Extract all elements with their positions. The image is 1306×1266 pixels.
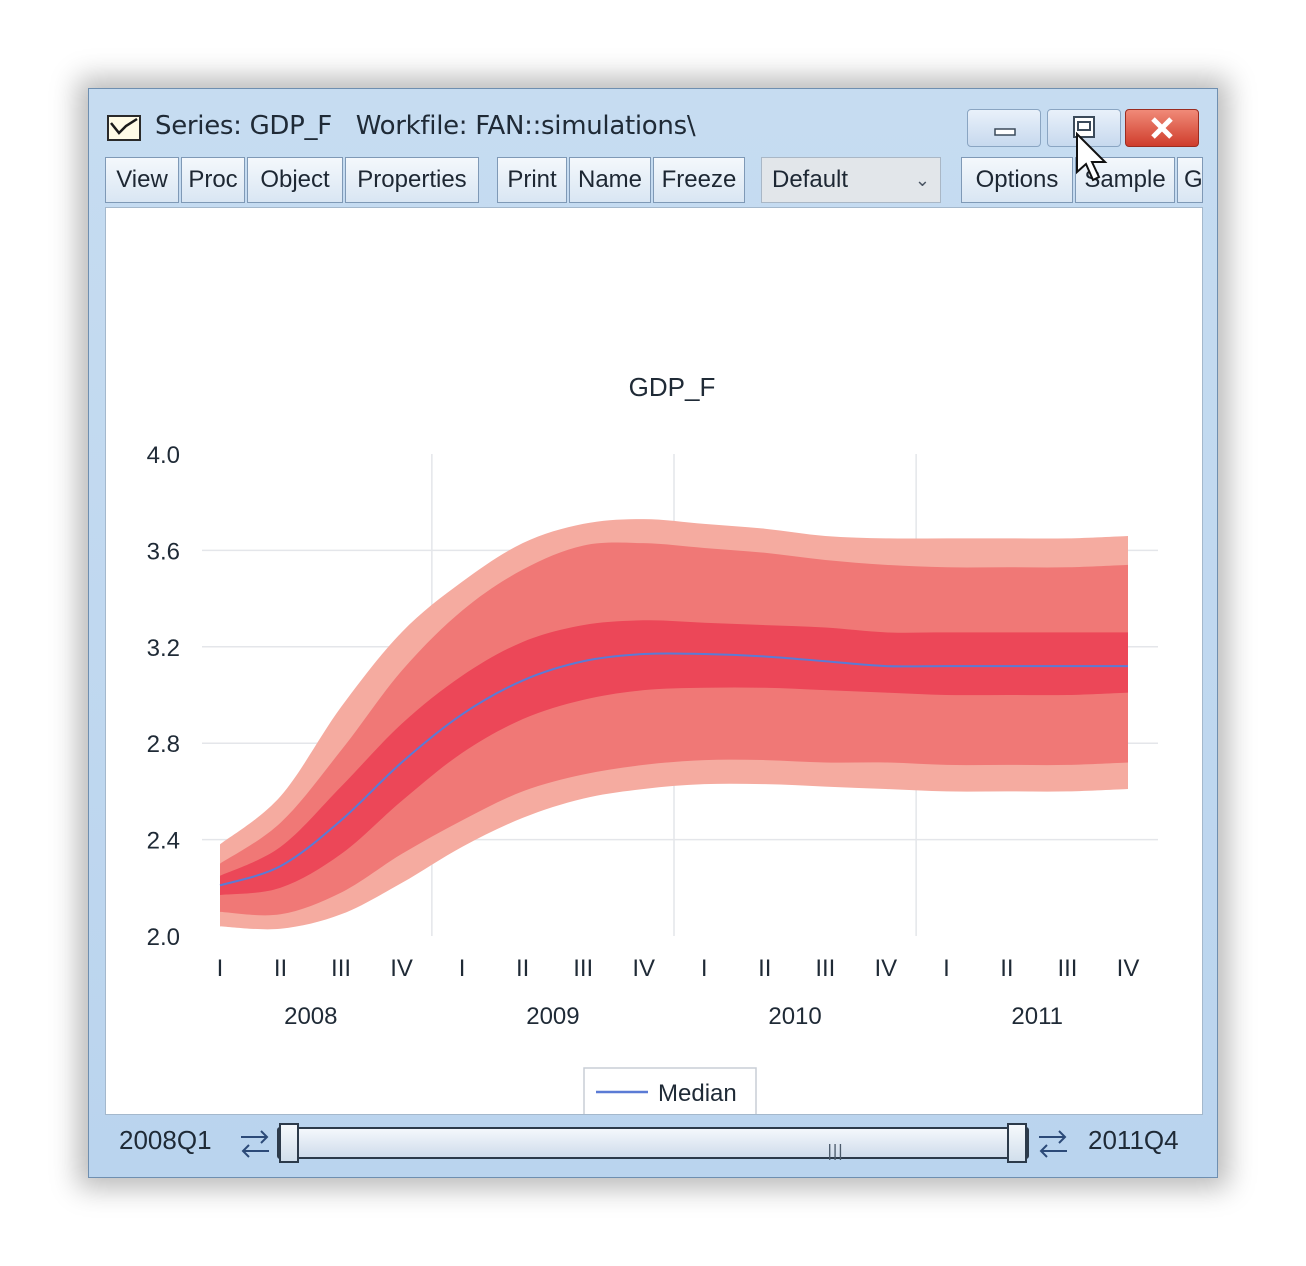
- toolbar: View Proc Object Properties Print Name F…: [105, 155, 1203, 205]
- legend: Median: [583, 1067, 757, 1114]
- series-window: Series: GDP_F Workfile: FAN::simulations…: [88, 88, 1218, 1178]
- sample-range-slider[interactable]: |||: [277, 1127, 1029, 1160]
- proc-button[interactable]: Proc: [181, 157, 245, 203]
- year-label: 2011: [1011, 1003, 1063, 1030]
- object-button[interactable]: Object: [247, 157, 343, 203]
- x-tick-label: II: [1000, 955, 1013, 982]
- year-label: 2008: [284, 1003, 337, 1030]
- y-tick-label: 2.4: [147, 828, 180, 855]
- freeze-button[interactable]: Freeze: [653, 157, 745, 203]
- axis-labels: 2.02.42.83.23.64.0I II III IV I II III IV I II III…: [147, 442, 1140, 1030]
- slider-end-handle[interactable]: [1007, 1123, 1027, 1163]
- y-tick-label: 2.8: [147, 731, 180, 758]
- slider-grip-icon: |||: [827, 1141, 844, 1160]
- sample-end: 2011Q4: [1088, 1125, 1179, 1155]
- swap-arrows-icon[interactable]: [1035, 1125, 1071, 1163]
- slider-start-handle[interactable]: [279, 1123, 299, 1163]
- x-tick-label: III: [1057, 955, 1077, 982]
- y-tick-label: 2.0: [147, 924, 180, 951]
- x-tick-label: I: [217, 955, 224, 982]
- graph-area: 2.0 2.4 2.8 3.2 3.6 4.0 I II III IV I II III IV I II III…: [105, 207, 1203, 1115]
- median-line: [219, 652, 1128, 887]
- graph-style-value: Default: [772, 166, 849, 193]
- close-button[interactable]: [1125, 109, 1199, 147]
- x-tick-label: II: [758, 955, 771, 982]
- year-label: 2010: [768, 1003, 821, 1030]
- properties-button[interactable]: Properties: [345, 157, 479, 203]
- swap-arrows-icon[interactable]: [237, 1125, 273, 1163]
- minimize-button[interactable]: [967, 109, 1041, 147]
- x-tick-label: II: [274, 955, 287, 982]
- legend-median-label: Median: [658, 1080, 737, 1107]
- fan-chart: 2.02.42.83.23.64.0I II III IV I II III IV I II III…: [147, 372, 1158, 1114]
- median-line-group: [219, 652, 1128, 887]
- x-tick-label: III: [815, 955, 835, 982]
- x-tick-label: I: [943, 955, 950, 982]
- line-chart-icon: [107, 115, 141, 141]
- year-label: 2009: [526, 1003, 579, 1030]
- window-title: Series: GDP_F Workfile: FAN::simulations…: [155, 111, 696, 141]
- print-button[interactable]: Print: [497, 157, 567, 203]
- name-button[interactable]: Name: [569, 157, 651, 203]
- sample-bar: 2008Q1 ||| 2011Q4: [105, 1119, 1203, 1167]
- x-tick-label: III: [331, 955, 351, 982]
- graph-style-select[interactable]: Default ⌄: [761, 157, 941, 203]
- minimize-icon: [994, 128, 1016, 136]
- chevron-down-icon: ⌄: [914, 170, 930, 190]
- close-icon: [1151, 117, 1173, 139]
- x-tick-label: II: [516, 955, 529, 982]
- x-tick-label: IV: [1117, 955, 1140, 982]
- sample-button[interactable]: Sample: [1075, 157, 1175, 203]
- x-tick-label: IV: [632, 955, 655, 982]
- fan-band-2: [220, 620, 1128, 896]
- y-tick-label: 3.2: [147, 635, 180, 662]
- options-button[interactable]: Options: [961, 157, 1073, 203]
- restore-icon: [1073, 116, 1095, 138]
- x-tick-label: III: [573, 955, 593, 982]
- mouse-cursor-icon: [1076, 132, 1108, 182]
- sample-start: 2008Q1: [119, 1125, 212, 1155]
- x-tick-label: IV: [875, 955, 898, 982]
- x-tick-label: I: [701, 955, 708, 982]
- genr-button[interactable]: G: [1177, 157, 1203, 203]
- fan-bands: [220, 519, 1128, 930]
- y-tick-label: 4.0: [147, 442, 180, 469]
- view-button[interactable]: View: [105, 157, 179, 203]
- y-tick-label: 3.6: [147, 538, 180, 565]
- title-bar[interactable]: Series: GDP_F Workfile: FAN::simulations…: [89, 89, 1217, 155]
- chart-title: GDP_F: [629, 372, 716, 402]
- x-tick-label: I: [459, 955, 466, 982]
- x-tick-label: IV: [390, 955, 413, 982]
